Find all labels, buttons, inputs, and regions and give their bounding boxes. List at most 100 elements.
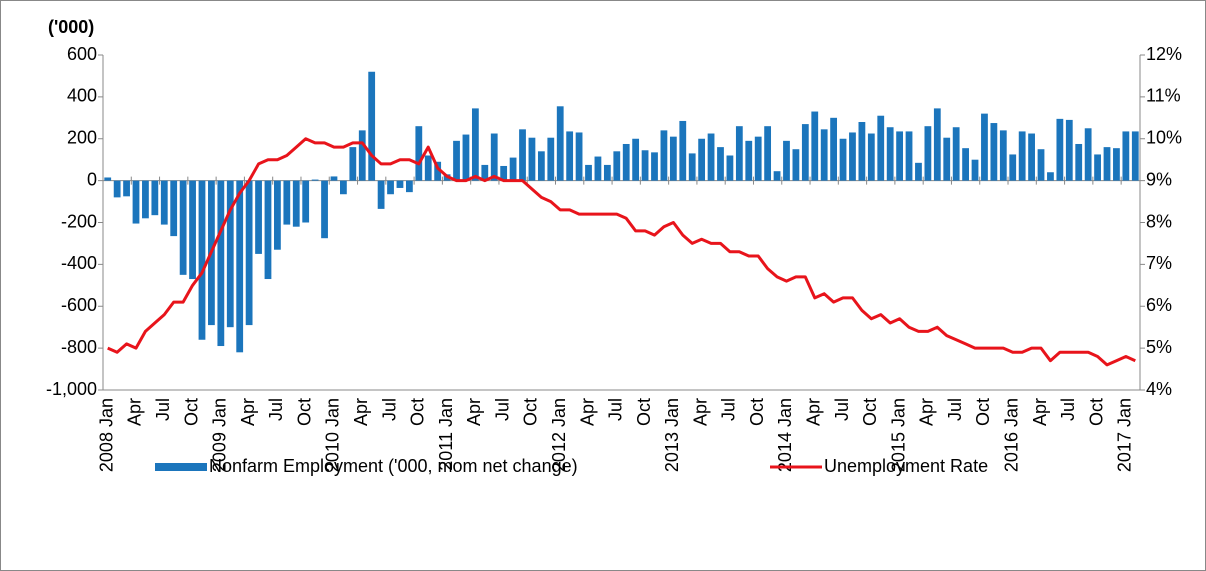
x-tick-label: 2012 Jan — [549, 398, 569, 472]
bar — [754, 136, 762, 181]
bar — [1047, 172, 1054, 181]
bar — [500, 165, 508, 181]
x-tick-label: 2010 Jan — [323, 398, 343, 472]
bar — [839, 138, 847, 181]
bar — [424, 155, 432, 181]
bar — [877, 115, 885, 181]
bar — [104, 177, 112, 181]
bar — [943, 137, 951, 181]
bar — [415, 126, 423, 181]
bar — [292, 180, 300, 227]
x-tick-label: 2014 Jan — [775, 398, 795, 472]
bar — [632, 138, 640, 181]
x-tick-label: Oct — [634, 398, 654, 426]
y2-tick-label: 11% — [1146, 86, 1181, 106]
bar — [132, 180, 140, 224]
bar — [302, 180, 310, 223]
bar — [368, 71, 376, 181]
x-tick-label: Oct — [181, 398, 201, 426]
y-tick-label: 400 — [67, 86, 97, 106]
x-tick-label: Apr — [464, 398, 484, 426]
bar — [707, 133, 715, 181]
bar — [679, 120, 687, 181]
x-tick-label: Jul — [606, 398, 626, 421]
bar — [896, 131, 903, 181]
bar — [340, 180, 347, 195]
y2-tick-label: 4% — [1146, 379, 1172, 399]
bar — [858, 122, 866, 181]
bar — [349, 147, 357, 181]
bar — [792, 149, 800, 181]
x-tick-label: Jul — [153, 398, 173, 421]
bar — [613, 151, 621, 181]
x-tick-label: Apr — [690, 398, 710, 426]
bar — [830, 117, 838, 181]
bar — [764, 126, 772, 181]
x-tick-label: 2011 Jan — [436, 398, 456, 471]
bar — [1037, 149, 1045, 181]
bar — [537, 151, 545, 181]
x-tick-label: 2016 Jan — [1001, 398, 1021, 472]
x-tick-label: Jul — [266, 398, 286, 421]
bar — [971, 159, 979, 181]
y2-tick-label: 7% — [1146, 253, 1172, 273]
bar — [1103, 147, 1111, 181]
bar — [264, 180, 272, 280]
bar — [566, 131, 574, 181]
legend-label: Nonfarm Employment ('000, mom net change… — [209, 456, 578, 476]
bar — [933, 108, 941, 181]
bar — [142, 180, 149, 219]
bar — [773, 171, 781, 181]
x-tick-label: Jul — [719, 398, 739, 421]
x-tick-label: Oct — [294, 398, 314, 426]
bar — [434, 161, 442, 181]
bar — [396, 180, 404, 188]
y2-tick-label: 8% — [1146, 211, 1172, 231]
bar — [651, 152, 658, 181]
bar — [170, 180, 178, 237]
bar — [405, 180, 413, 193]
line — [107, 137, 1136, 367]
legend-label: Unemployment Rate — [824, 456, 988, 476]
x-tick-label: Oct — [860, 398, 880, 426]
y-tick-label: -1,000 — [46, 379, 97, 399]
y-tick-label: 600 — [67, 44, 97, 64]
x-tick-label: Apr — [1030, 398, 1050, 426]
bar — [905, 131, 913, 181]
x-tick-label: Apr — [125, 398, 145, 426]
bar — [160, 180, 168, 225]
bar — [783, 140, 790, 181]
bar — [726, 155, 734, 181]
x-tick-label: Apr — [238, 398, 258, 426]
bar — [1084, 128, 1092, 181]
bar — [226, 180, 234, 328]
bar — [811, 111, 819, 181]
x-tick-label: Apr — [351, 398, 371, 426]
y-tick-label: 0 — [87, 169, 97, 189]
bar — [311, 179, 319, 181]
x-tick-label: Jul — [1058, 398, 1078, 421]
bar — [669, 136, 677, 181]
bar — [867, 133, 875, 181]
y2-tick-label: 9% — [1146, 169, 1172, 189]
x-tick-label: 2013 Jan — [662, 398, 682, 472]
bar — [453, 140, 460, 181]
bar — [1075, 143, 1083, 181]
bar — [387, 180, 394, 195]
bar — [113, 180, 121, 198]
x-tick-label: 2017 Jan — [1115, 398, 1135, 472]
bar — [151, 180, 159, 216]
bar — [698, 138, 706, 181]
bar — [1065, 119, 1073, 181]
bar — [594, 156, 602, 181]
bar — [1131, 131, 1139, 181]
bar — [321, 180, 328, 239]
bar — [1018, 131, 1026, 181]
bar — [990, 123, 998, 181]
x-tick-label: Apr — [917, 398, 937, 426]
bar — [481, 164, 489, 181]
bar — [217, 180, 225, 347]
x-tick-label: 2009 Jan — [210, 398, 230, 472]
bar — [981, 113, 988, 181]
bar — [622, 143, 630, 181]
